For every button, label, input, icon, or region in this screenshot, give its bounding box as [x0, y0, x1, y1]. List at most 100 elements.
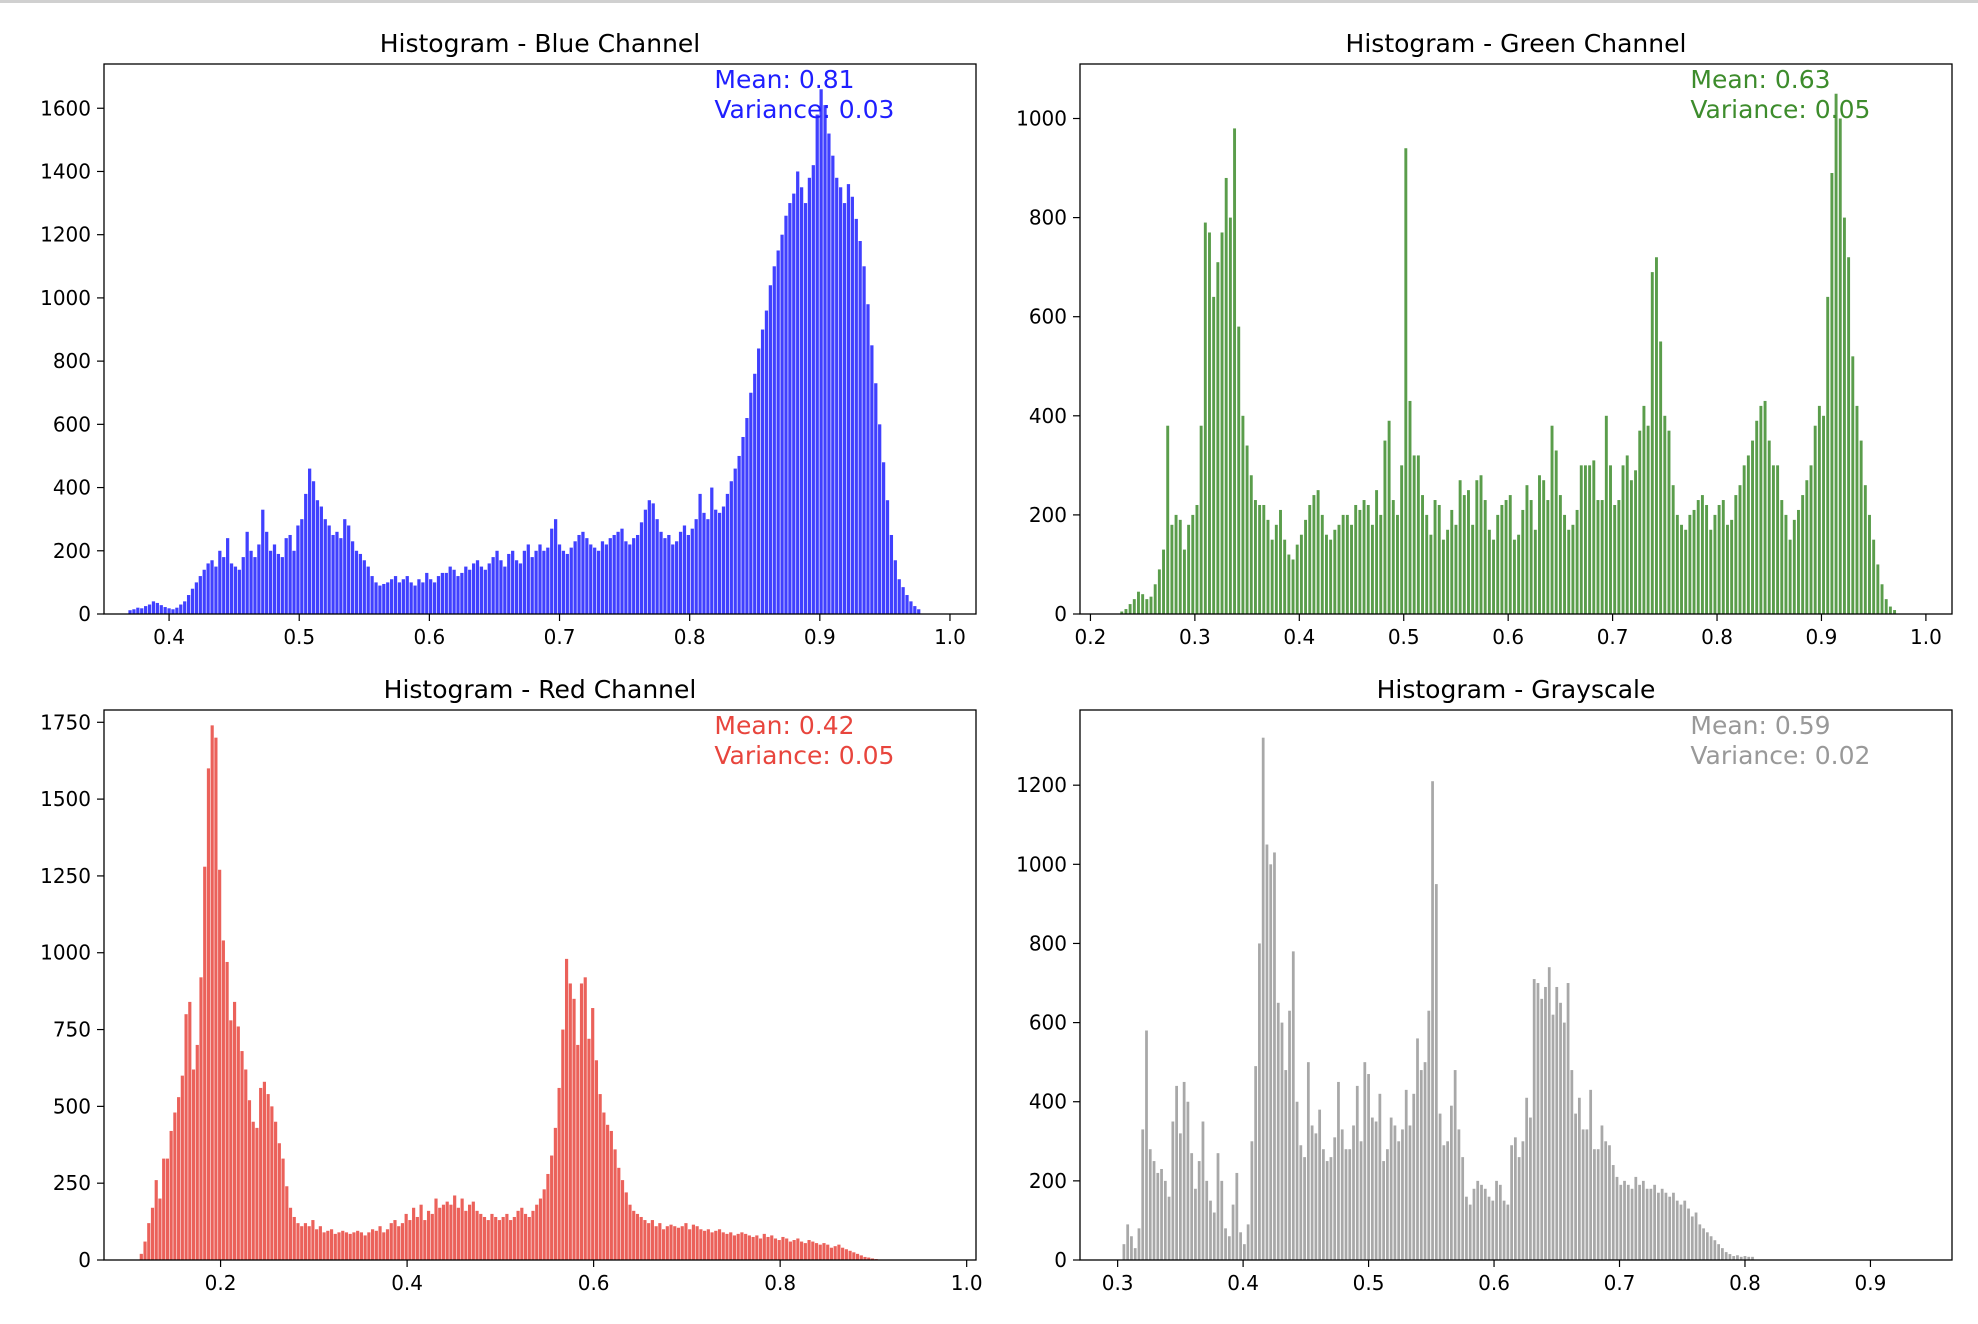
histogram-bar: [1653, 1184, 1657, 1260]
histogram-bar: [464, 566, 468, 614]
histogram-bar: [1659, 341, 1663, 614]
histogram-bar: [1801, 495, 1805, 614]
histogram-bar: [514, 560, 519, 614]
histogram-bar: [1813, 425, 1817, 614]
histogram-bar: [171, 609, 175, 614]
histogram-bar: [1809, 465, 1813, 614]
histogram-bar: [1496, 514, 1500, 614]
histogram-bar: [1325, 534, 1328, 614]
histogram-bar: [1201, 1121, 1205, 1260]
histogram-bar: [885, 500, 890, 614]
histogram-bar: [1596, 500, 1600, 614]
y-tick-label: 1600: [40, 96, 91, 120]
histogram-bar: [1337, 524, 1341, 614]
histogram-bar: [557, 544, 562, 614]
histogram-bar: [1258, 943, 1261, 1260]
histogram-bar: [1265, 844, 1269, 1260]
histogram-bar: [1283, 539, 1287, 614]
histogram-bar: [1664, 1192, 1668, 1260]
histogram-bar: [1450, 1105, 1453, 1260]
x-tick-label: 0.5: [1388, 625, 1420, 649]
histogram-bar: [863, 1256, 867, 1260]
histogram-bar: [669, 1224, 673, 1260]
histogram-bar: [624, 1192, 628, 1260]
histogram-bar: [1396, 514, 1399, 614]
histogram-bar: [573, 541, 577, 614]
histogram-bar: [747, 1235, 751, 1260]
histogram-bar: [479, 1213, 483, 1260]
histogram-bar: [589, 544, 593, 614]
histogram-bar: [850, 196, 854, 614]
histogram-bar: [311, 481, 316, 614]
histogram-bar: [878, 424, 882, 614]
histogram-bar: [811, 165, 815, 614]
histogram-bar: [501, 1216, 505, 1260]
histogram-bar: [1642, 405, 1646, 614]
plot-frame: [103, 63, 977, 615]
histogram-bar: [1224, 1228, 1227, 1260]
histogram-bar: [758, 1238, 763, 1260]
y-tick-label: 600: [1029, 305, 1067, 329]
histogram-bar: [366, 566, 370, 614]
histogram-bar: [1751, 1256, 1754, 1260]
histogram-bar: [1763, 400, 1767, 614]
histogram-bar: [1574, 1113, 1577, 1260]
histogram-bar: [362, 560, 366, 614]
histogram-bar: [226, 538, 230, 614]
histogram-bar: [1270, 539, 1274, 614]
histogram-bar: [1227, 1236, 1231, 1260]
histogram-bar: [1529, 1117, 1532, 1260]
histogram-bar: [755, 1235, 759, 1260]
histogram-bar: [1446, 529, 1450, 614]
histogram-bar: [1341, 514, 1345, 614]
histogram-bar: [1525, 485, 1529, 614]
histogram-bar: [706, 519, 710, 614]
histogram-bar: [870, 1258, 875, 1260]
histogram-bar: [244, 1069, 248, 1260]
histogram-bar: [749, 392, 753, 614]
histogram-bar: [1152, 1161, 1156, 1260]
histogram-bar: [831, 155, 835, 615]
y-axis: 0 200 400 600 800 1000: [1016, 107, 1080, 626]
histogram-bar: [1468, 1204, 1472, 1260]
histogram-bar: [1567, 529, 1571, 614]
histogram-bar: [214, 566, 218, 614]
histogram-bar: [1491, 1200, 1495, 1260]
histogram-bar: [807, 1240, 811, 1260]
histogram-bar: [425, 572, 429, 614]
histogram-bar: [303, 1223, 308, 1260]
histogram-bar: [1170, 524, 1174, 614]
histogram-bar: [139, 1253, 143, 1260]
histogram-bar: [315, 500, 320, 614]
histogram-bar: [339, 538, 343, 614]
variance-annotation: Variance: 0.02: [1690, 741, 1870, 770]
histogram-bar: [1208, 232, 1211, 614]
variance-annotation: Variance: 0.05: [714, 741, 894, 770]
histogram-bar: [881, 462, 886, 614]
histogram-bar: [1736, 1255, 1739, 1260]
y-tick-label: 1000: [40, 941, 91, 965]
histogram-bar: [1842, 217, 1846, 614]
histogram-bar: [691, 1224, 695, 1260]
histogram-bar: [288, 1207, 293, 1260]
histogram-bar: [1847, 257, 1851, 614]
histogram-bar: [706, 1229, 710, 1260]
histogram-bar: [1401, 1129, 1404, 1260]
x-tick-label: 0.6: [578, 1271, 610, 1295]
histogram-bar: [842, 203, 847, 614]
histogram-bar: [632, 538, 636, 614]
histogram-bar: [1318, 1109, 1322, 1260]
y-tick-label: 400: [1029, 1090, 1067, 1114]
plot-frame: [1079, 63, 1953, 615]
histogram-bar: [241, 557, 245, 614]
histogram-bar: [671, 544, 675, 614]
histogram-bar: [1646, 425, 1650, 614]
histogram-bar: [233, 566, 238, 614]
histogram-bar: [453, 1195, 457, 1260]
histogram-bar: [1621, 465, 1625, 614]
histogram-bar: [1156, 1172, 1160, 1260]
histogram-bar: [1604, 415, 1608, 614]
histogram-bar: [1784, 514, 1788, 614]
histogram-bar: [464, 1210, 468, 1260]
